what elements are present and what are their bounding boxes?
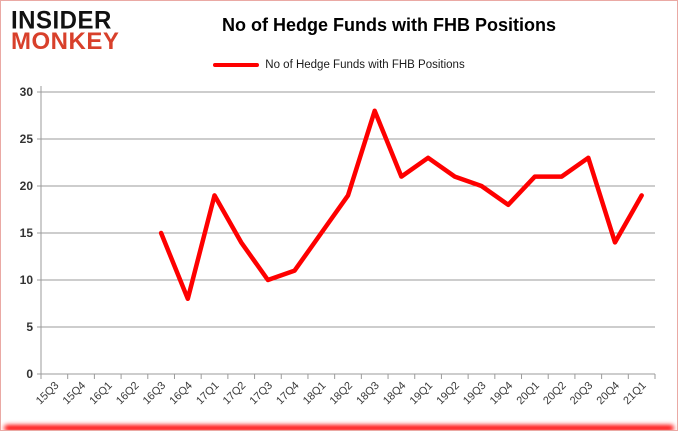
x-tick-label-19Q3: 19Q3 [461,380,489,408]
x-tick-label-18Q2: 18Q2 [328,380,356,408]
x-tick-label-21Q1: 21Q1 [621,380,649,408]
x-tick-label-19Q4: 19Q4 [488,380,516,408]
x-tick-label-16Q3: 16Q3 [141,380,169,408]
x-tick-label-18Q1: 18Q1 [301,380,329,408]
legend-line-swatch [213,63,260,67]
x-tick-label-16Q2: 16Q2 [114,380,142,408]
x-tick-label-20Q1: 20Q1 [514,380,542,408]
y-tick-label-15: 15 [20,226,34,240]
x-tick-label-17Q2: 17Q2 [221,380,249,408]
y-tick-label-10: 10 [20,273,34,287]
y-tick-label-20: 20 [20,179,34,193]
x-tick-label-17Q3: 17Q3 [248,380,276,408]
x-tick-label-19Q2: 19Q2 [434,380,462,408]
legend-label: No of Hedge Funds with FHB Positions [265,59,465,71]
x-tick-label-19Q1: 19Q1 [408,380,436,408]
x-tick-label-20Q4: 20Q4 [595,380,623,408]
x-tick-label-17Q1: 17Q1 [194,380,222,408]
x-tick-label-15Q3: 15Q3 [34,380,62,408]
y-tick-label-5: 5 [26,320,33,334]
x-tick-label-17Q4: 17Q4 [274,380,302,408]
y-tick-label-25: 25 [20,132,34,146]
y-tick-label-0: 0 [26,367,33,381]
chart-title: No of Hedge Funds with FHB Positions [222,15,556,35]
y-tick-label-30: 30 [20,85,34,99]
logo-word-monkey: MONKEY [11,28,120,56]
x-tick-label-15Q4: 15Q4 [61,380,89,408]
x-tick-label-18Q3: 18Q3 [354,380,382,408]
red-bottom-glow [4,425,674,430]
chart-legend: No of Hedge Funds with FHB Positions [1,59,677,71]
logo-word-insider: INSIDER [11,6,112,35]
insider-monkey-logo: INSIDER MONKEY [11,6,120,56]
data-line-series-0 [158,108,644,302]
x-tick-label-20Q3: 20Q3 [568,380,596,408]
x-tick-label-18Q4: 18Q4 [381,380,409,408]
x-tick-label-16Q1: 16Q1 [87,380,115,408]
x-tick-label-16Q4: 16Q4 [167,380,195,408]
x-tick-label-20Q2: 20Q2 [541,380,569,408]
